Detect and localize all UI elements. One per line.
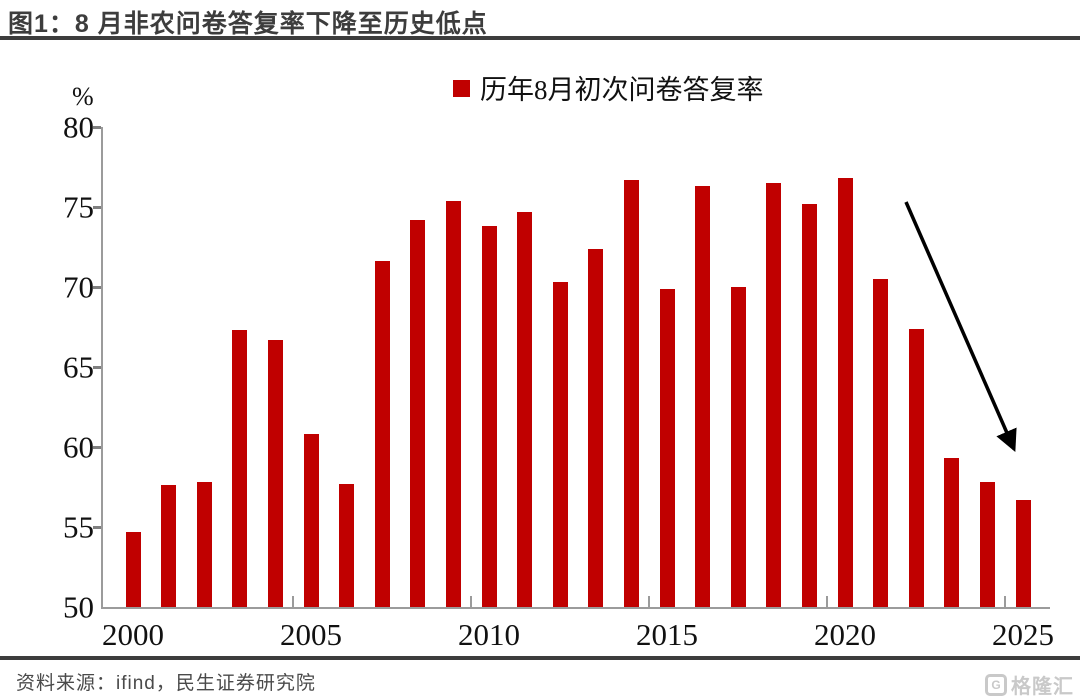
bar-2015 — [659, 288, 675, 607]
x-tick-label-2000: 2000 — [102, 617, 164, 652]
x-tick-label-2010: 2010 — [458, 617, 520, 652]
y-axis-tick-65 — [93, 366, 101, 369]
bar-2025 — [1015, 499, 1031, 607]
plot-area — [93, 126, 1050, 609]
y-tick-label-60: 60 — [63, 429, 94, 465]
bar-2018 — [766, 183, 782, 607]
bar-2017 — [730, 287, 746, 607]
bar-2024 — [979, 482, 995, 607]
y-axis-tick-75 — [93, 206, 101, 209]
x-axis-tick-2025 — [1004, 596, 1007, 607]
gelonghui-logo-text: 格隆汇 — [1011, 676, 1074, 698]
bar-2006 — [339, 483, 355, 607]
x-tick-label-2015: 2015 — [636, 617, 698, 652]
y-tick-label-70: 70 — [63, 269, 94, 305]
y-axis-tick-60 — [93, 446, 101, 449]
y-tick-label-65: 65 — [63, 349, 94, 385]
bar-2020 — [837, 178, 853, 607]
bar-2011 — [517, 211, 533, 607]
y-tick-label-80: 80 — [63, 109, 94, 145]
y-axis-tick-80 — [93, 126, 101, 129]
x-axis-tick-2015 — [648, 596, 651, 607]
bar-2023 — [944, 458, 960, 607]
bar-2007 — [374, 261, 390, 607]
bar-2001 — [161, 485, 177, 607]
x-axis-tick-2005 — [292, 596, 295, 607]
bar-2013 — [588, 248, 604, 607]
bar-2010 — [481, 226, 497, 607]
y-axis-tick-55 — [93, 526, 101, 529]
x-tick-label-2005: 2005 — [280, 617, 342, 652]
legend-label: 历年8月初次问卷答复率 — [480, 74, 764, 105]
x-axis-tick-2010 — [470, 596, 473, 607]
y-tick-label-50: 50 — [63, 589, 94, 625]
x-tick-label-2025: 2025 — [992, 617, 1054, 652]
chart-legend: 历年8月初次问卷答复率 — [453, 70, 764, 105]
legend-swatch — [453, 79, 470, 97]
bar-2009 — [445, 200, 461, 607]
bar-2008 — [410, 219, 426, 607]
bar-2003 — [232, 330, 248, 607]
bar-2014 — [623, 179, 639, 607]
bar-2012 — [552, 282, 568, 607]
bar-2000 — [125, 531, 141, 607]
title-underline — [0, 36, 1080, 40]
bar-2005 — [303, 434, 319, 607]
x-tick-label-2020: 2020 — [814, 617, 876, 652]
gelonghui-logo-icon: G — [985, 673, 1007, 696]
bar-2019 — [801, 203, 817, 607]
bar-2022 — [908, 328, 924, 607]
y-axis-unit-label: % — [72, 82, 94, 111]
y-tick-label-55: 55 — [63, 509, 94, 545]
y-tick-label-75: 75 — [63, 189, 94, 225]
bar-2021 — [873, 279, 889, 607]
source-note: 资料来源：ifind，民生证券研究院 — [16, 673, 316, 694]
bar-2016 — [695, 186, 711, 607]
bar-2002 — [196, 482, 212, 607]
footer-rule — [0, 656, 1080, 660]
x-axis-tick-2020 — [826, 596, 829, 607]
y-axis-tick-70 — [93, 286, 101, 289]
gelonghui-logo: G 格隆汇 — [985, 670, 1074, 699]
bar-2004 — [267, 339, 283, 607]
figure-title: 图1：8 月非农问卷答复率下降至历史低点 — [8, 10, 488, 38]
